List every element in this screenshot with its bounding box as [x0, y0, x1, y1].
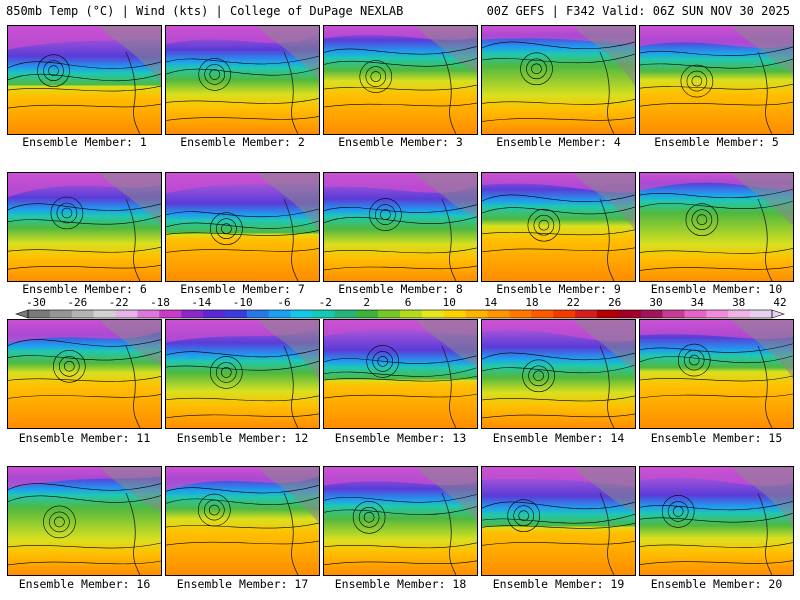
ensemble-map-panel: [639, 319, 794, 429]
colorbar-swatch: [443, 310, 466, 318]
ensemble-member-label: Ensemble Member: 8: [338, 282, 463, 296]
colorbar-swatch: [531, 310, 554, 318]
colorbar-swatch: [728, 310, 751, 318]
ensemble-map-panel: [323, 319, 478, 429]
ensemble-member-label: Ensemble Member: 12: [176, 431, 309, 445]
colorbar-swatch: [378, 310, 401, 318]
ensemble-member-label: Ensemble Member: 17: [176, 577, 309, 591]
header-title: 850mb Temp (°C) | Wind (kts) | College o…: [6, 4, 404, 18]
ensemble-member-label: Ensemble Member: 15: [650, 431, 783, 445]
colorbar-swatch: [487, 310, 510, 318]
colorbar-swatch: [203, 310, 226, 318]
colorbar-swatch: [356, 310, 379, 318]
ensemble-member-label: Ensemble Member: 3: [338, 135, 463, 149]
temperature-colorbar: -30 -26 -22 -18 -14 -10 -6 -2 2 6 10 14 18 22 26 30 34 38…: [15, 296, 787, 319]
colorbar-swatch: [334, 310, 357, 318]
ensemble-member-label: Ensemble Member: 18: [334, 577, 467, 591]
ensemble-member-label: Ensemble Member: 20: [650, 577, 783, 591]
colorbar-swatch: [640, 310, 663, 318]
header-run-info: 00Z GEFS | F342 Valid: 06Z SUN NOV 30 20…: [486, 4, 790, 18]
ensemble-map-panel: [7, 25, 162, 135]
ensemble-map-panel: [639, 172, 794, 282]
colorbar-swatch: [421, 310, 445, 318]
colorbar-swatch: [553, 310, 576, 318]
ensemble-map-panel: [323, 25, 478, 135]
colorbar-swatch: [618, 310, 641, 318]
colorbar-tick-label: 10: [443, 296, 456, 309]
ensemble-member-label: Ensemble Member: 11: [18, 431, 151, 445]
colorbar-tick-label: -26: [67, 296, 87, 309]
colorbar-low-arrow: [15, 309, 29, 319]
ensemble-member-label: Ensemble Member: 7: [180, 282, 305, 296]
ensemble-member-label: Ensemble Member: 19: [492, 577, 625, 591]
ensemble-map-panel: [165, 25, 320, 135]
colorbar-swatch: [71, 310, 94, 318]
colorbar-swatch: [181, 310, 204, 318]
colorbar-swatch: [400, 310, 423, 318]
colorbar-tick-label: 6: [405, 296, 412, 309]
colorbar-high-arrow: [771, 309, 785, 319]
ensemble-map-panel: [7, 319, 162, 429]
colorbar-swatch: [28, 310, 51, 318]
colorbar-swatch: [465, 310, 488, 318]
colorbar-tick-label: 2: [363, 296, 370, 309]
colorbar-tick-label: 30: [649, 296, 662, 309]
colorbar-tick-label: -30: [26, 296, 46, 309]
colorbar-swatch: [684, 310, 707, 318]
colorbar-swatch: [49, 310, 73, 318]
ensemble-member-label: Ensemble Member: 9: [496, 282, 621, 296]
colorbar-tick-label: -2: [319, 296, 332, 309]
colorbar-outline: [27, 309, 773, 319]
colorbar-swatch: [750, 310, 773, 318]
colorbar-swatch: [93, 310, 116, 318]
ensemble-member-label: Ensemble Member: 5: [654, 135, 779, 149]
colorbar-swatch: [159, 310, 182, 318]
colorbar-swatch: [137, 310, 160, 318]
colorbar-swatch: [246, 310, 269, 318]
ensemble-map-panel: [165, 172, 320, 282]
ensemble-map-panel: [165, 319, 320, 429]
colorbar-swatch: [312, 310, 335, 318]
colorbar-tick-label: 14: [484, 296, 498, 309]
colorbar-tick-label: 18: [525, 296, 538, 309]
ensemble-member-label: Ensemble Member: 10: [650, 282, 783, 296]
ensemble-map-panel: [481, 25, 636, 135]
colorbar-swatch: [268, 310, 291, 318]
ensemble-map-panel: [639, 25, 794, 135]
colorbar-tick-label: 26: [608, 296, 621, 309]
colorbar-swatch: [706, 310, 729, 318]
colorbar-tick-label: -14: [191, 296, 211, 309]
ensemble-member-label: Ensemble Member: 2: [180, 135, 305, 149]
ensemble-member-label: Ensemble Member: 1: [22, 135, 147, 149]
colorbar-swatch: [596, 310, 620, 318]
colorbar-tick-label: 34: [691, 296, 705, 309]
ensemble-member-label: Ensemble Member: 13: [334, 431, 467, 445]
colorbar-tick-label: 38: [732, 296, 745, 309]
colorbar-tick-label: -22: [109, 296, 129, 309]
colorbar-tick-label: -18: [150, 296, 170, 309]
colorbar-swatch: [509, 310, 532, 318]
ensemble-map-panel: [323, 466, 478, 576]
ensemble-map-panel: [639, 466, 794, 576]
ensemble-member-label: Ensemble Member: 4: [496, 135, 621, 149]
ensemble-member-label: Ensemble Member: 16: [18, 577, 151, 591]
ensemble-member-label: Ensemble Member: 14: [492, 431, 625, 445]
colorbar-tick-label: -6: [277, 296, 290, 309]
ensemble-map-panel: [165, 466, 320, 576]
colorbar-tick-label: 42: [773, 296, 786, 309]
colorbar-swatch: [662, 310, 685, 318]
colorbar-swatch: [575, 310, 598, 318]
ensemble-map-panel: [481, 319, 636, 429]
ensemble-map-panel: [7, 172, 162, 282]
ensemble-map-panel: [481, 466, 636, 576]
colorbar-swatch: [290, 310, 313, 318]
ensemble-map-panel: [7, 466, 162, 576]
colorbar-tick-label: 22: [567, 296, 580, 309]
colorbar-swatch: [115, 310, 138, 318]
ensemble-map-panel: [481, 172, 636, 282]
ensemble-map-panel: [323, 172, 478, 282]
colorbar-tick-label: -10: [233, 296, 253, 309]
ensemble-member-label: Ensemble Member: 6: [22, 282, 147, 296]
colorbar-swatch: [224, 310, 248, 318]
